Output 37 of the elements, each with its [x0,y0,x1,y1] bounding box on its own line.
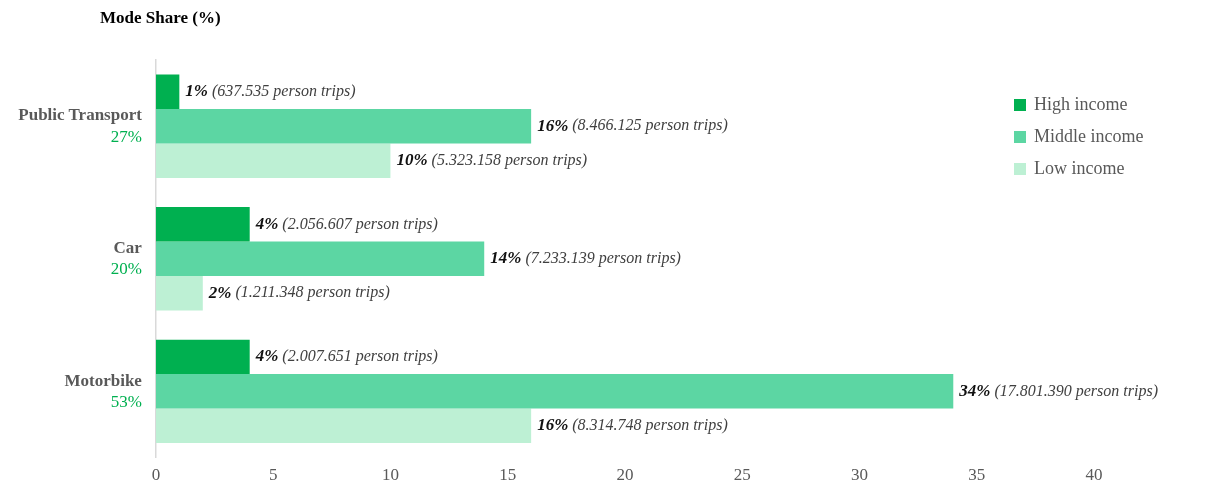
x-tick-label: 25 [733,465,751,485]
bar [155,207,250,242]
legend-label: Low income [1034,157,1125,178]
total-label: 53% [110,391,142,411]
x-tick-label: 30 [850,465,868,485]
x-tick-label: 40 [1085,465,1103,485]
x-tick-label: 0 [151,465,161,485]
bar [155,276,203,311]
bar [155,74,180,110]
data-label: 4% (2.056.607 person trips) [254,213,438,233]
bar [155,339,250,375]
data-label: 4% (2.007.651 person trips) [254,346,438,366]
data-label: 34% (17.801.390 person trips) [958,380,1159,400]
total-label: 20% [110,259,142,279]
bar [155,109,532,144]
data-label: 16% (8.466.125 person trips) [537,115,728,135]
legend-label: High income [1034,93,1128,114]
data-label: 10% (5.323.158 person trips) [396,150,588,170]
y-tick-label: Motorbike [64,370,143,390]
bar [155,241,485,277]
bar [155,408,532,444]
bar [155,374,954,409]
x-tick-label: 5 [268,465,278,485]
data-label: 2% (1.211.348 person trips) [207,282,390,302]
data-label: 16% (8.314.748 person trips) [537,415,728,435]
y-tick-label: Car [113,237,143,257]
x-tick-label: 10 [381,465,399,485]
legend-label: Middle income [1034,125,1144,146]
x-tick-label: 15 [499,465,517,485]
data-label: 1% (637.535 person trips) [185,81,356,101]
y-tick-label: Public Transport [18,105,143,125]
chart-title: Mode Share (%) [100,8,221,28]
total-label: 27% [110,126,142,146]
x-tick-label: 35 [968,465,986,485]
x-tick-label: 20 [616,465,634,485]
data-label: 14% (7.233.139 person trips) [490,248,681,268]
bar [155,143,391,178]
